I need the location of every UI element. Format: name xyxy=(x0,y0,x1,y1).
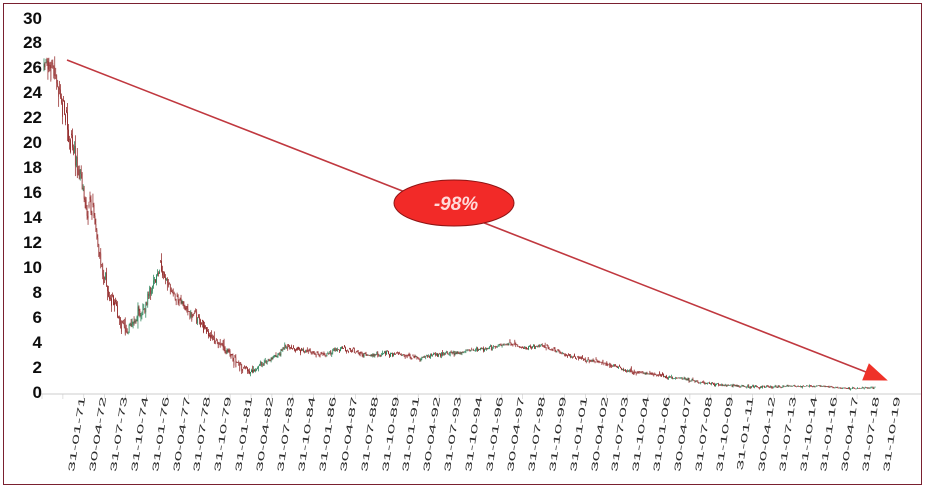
svg-text:-98%: -98% xyxy=(434,194,478,215)
